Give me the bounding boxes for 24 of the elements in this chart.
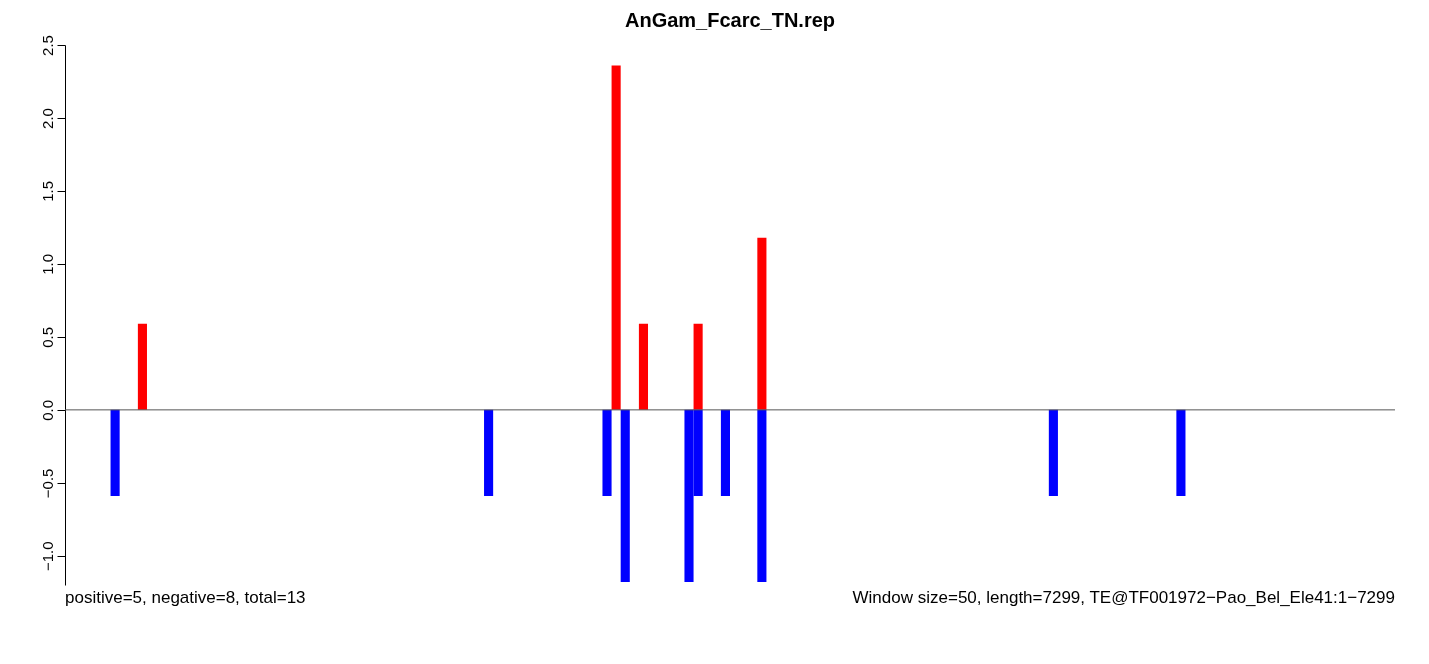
y-tick-label: −1.0 xyxy=(38,541,56,572)
text: positive=5, negative=8, total=13 xyxy=(65,588,306,607)
bar xyxy=(1176,409,1186,496)
bar xyxy=(620,409,630,583)
bar xyxy=(1048,409,1058,496)
y-tick-label: −0.5 xyxy=(38,468,56,499)
y-tick-label: 0.0 xyxy=(38,399,56,421)
y-tick-label: 1.5 xyxy=(38,181,56,202)
bar xyxy=(484,409,494,496)
text: Window size=50, length=7299, TE@TF001972−Pao_Bel_Ele41:1−7299 xyxy=(852,588,1395,607)
y-tick-label: 1.0 xyxy=(38,253,56,275)
bar xyxy=(757,409,767,583)
bar xyxy=(110,409,120,496)
bar xyxy=(693,323,703,410)
y-tick-label: 0.5 xyxy=(38,326,56,348)
bar xyxy=(757,237,767,410)
y-tick-label: 2.5 xyxy=(38,35,56,56)
bar xyxy=(611,65,621,410)
chart-title: AnGam_Fcarc_TN.rep xyxy=(624,8,836,31)
bar xyxy=(137,323,147,410)
bar xyxy=(720,409,730,496)
bar xyxy=(602,409,612,496)
bar xyxy=(638,323,649,410)
y-tick-label: 2.0 xyxy=(38,108,56,129)
